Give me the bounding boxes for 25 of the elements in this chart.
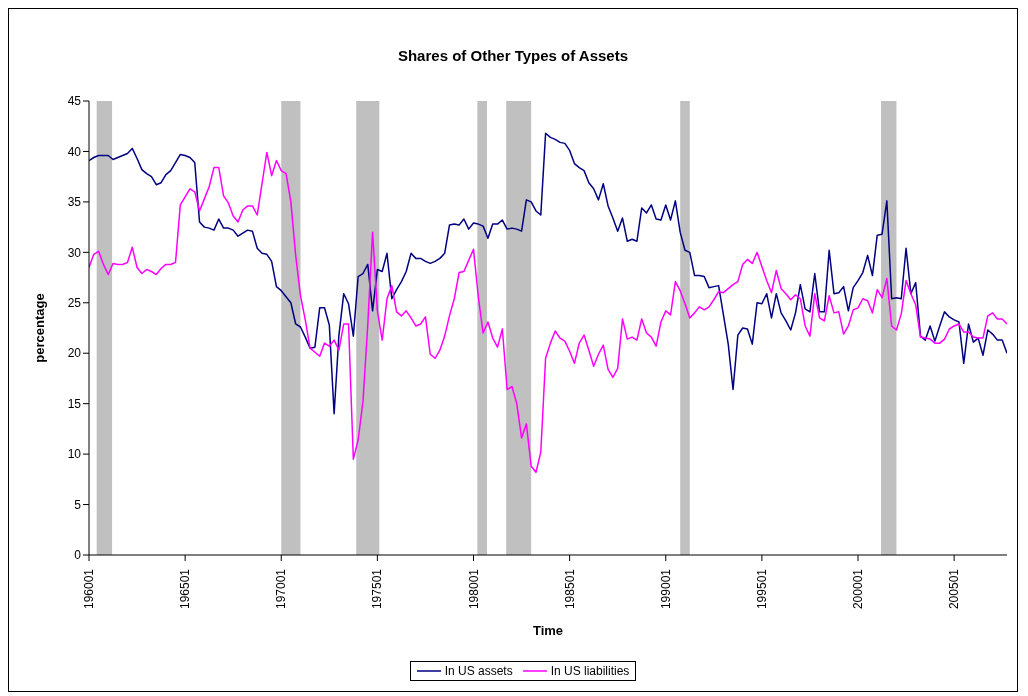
- y-axis-title: percentage: [31, 293, 47, 363]
- x-tick-label: 197501: [370, 568, 385, 610]
- y-tick-label: 35: [67, 195, 82, 210]
- y-tick-label: 10: [67, 447, 82, 462]
- chart-title: Shares of Other Types of Assets: [396, 47, 630, 64]
- x-tick-label: 199001: [658, 568, 673, 610]
- x-tick-label: 200001: [851, 568, 866, 610]
- legend-label: In US assets: [443, 664, 513, 678]
- y-tick-label: 5: [74, 497, 82, 512]
- y-tick-label: 45: [67, 94, 82, 109]
- y-tick-label: 25: [67, 296, 82, 311]
- legend-label: In US liabilities: [549, 664, 630, 678]
- y-tick-label: 30: [67, 245, 82, 260]
- x-tick-label: 197001: [274, 568, 289, 610]
- x-tick-label: 200501: [947, 568, 962, 610]
- x-tick-label: 198001: [466, 568, 481, 610]
- y-tick-label: 40: [67, 144, 82, 159]
- y-tick-label: 15: [67, 396, 82, 411]
- x-tick-label: 198501: [562, 568, 577, 610]
- x-axis-title: Time: [532, 623, 564, 638]
- y-tick-label: 20: [67, 346, 82, 361]
- x-tick-label: 196501: [178, 568, 193, 610]
- x-tick-label: 199501: [754, 568, 769, 610]
- y-tick-label: 0: [74, 548, 82, 563]
- x-tick-label: 196001: [82, 568, 96, 610]
